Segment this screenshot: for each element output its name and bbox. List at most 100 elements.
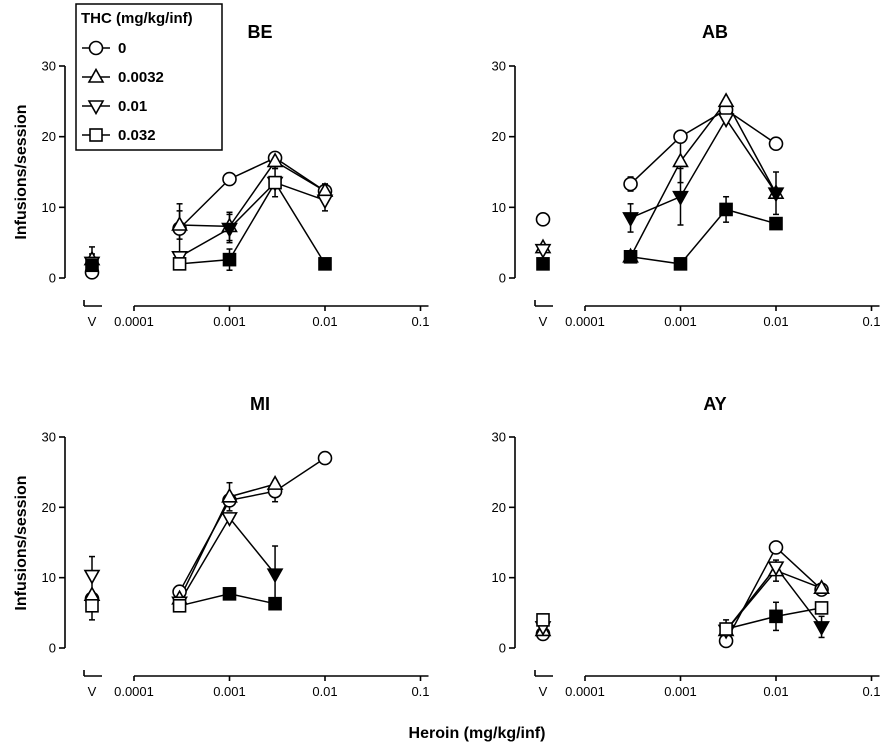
panel-title: BE [247,22,272,42]
marker-triangle-down [266,568,284,584]
marker-triangle-up [266,152,284,168]
marker-square [623,250,638,264]
vehicle-marker-triangle-down [83,569,101,585]
y-tick-label: 30 [42,430,56,445]
series-line-0 [178,457,326,593]
y-tick-label: 10 [492,200,506,215]
marker-circle [768,136,784,152]
x-tick-label: 0.001 [213,314,246,329]
series-line-0.0032 [179,160,326,228]
y-tick-label: 20 [42,500,56,515]
series-line-0.0032 [629,99,777,258]
x-tick-label: 0.0001 [114,314,154,329]
x-tick-label: 0.0001 [114,684,154,699]
y-tick-label: 20 [492,500,506,515]
legend-title: THC (mg/kg/inf) [81,10,193,27]
marker-triangle-up [717,92,735,108]
series-line-0 [179,157,326,230]
x-axis-title: Heroin (mg/kg/inf) [409,725,546,742]
marker-square [769,216,783,231]
y-tick-label: 10 [42,200,56,215]
panel-mi: MI 0 10 20 30 V 0.0001 0.001 0.01 0.1 [42,394,430,699]
vehicle-marker-square [536,613,550,627]
x-tick-label: 0.001 [664,684,697,699]
marker-square [769,609,783,624]
legend-label: 0.01 [118,98,147,115]
marker-triangle-up [266,474,284,490]
vehicle-marker-square [85,258,99,273]
x-tick-label: 0.01 [312,314,337,329]
x-tick-label: V [539,314,548,329]
x-tick-label: 0.0001 [565,684,605,699]
y-tick-label: 0 [499,641,506,656]
marker-triangle-down [221,222,238,238]
y-axis-title-bottom: Infusions/session [13,475,30,610]
vehicle-marker-square [85,598,99,613]
marker-square [719,622,733,636]
legend-label: 0.032 [118,127,156,144]
x-tick-label: 0.01 [763,314,788,329]
vehicle-marker-circle [535,212,551,227]
y-tick-label: 20 [42,129,56,144]
vehicle-marker-triangle-down [534,243,552,259]
x-tick-label: 0.1 [411,684,429,699]
panel-ay: AY 0 10 20 30 V 0.0001 0.001 0.01 0.1 [492,394,881,699]
legend-marker-square [89,128,103,142]
panel-title: AB [702,22,728,42]
marker-square [318,257,332,271]
marker-triangle-down [813,621,830,637]
legend-label: 0.0032 [118,69,164,86]
legend-marker-triangle-down [87,100,105,116]
y-tick-label: 10 [42,570,56,585]
x-tick-label: 0.01 [312,684,337,699]
x-tick-label: 0.01 [763,684,788,699]
series-line-0.01 [179,181,326,258]
marker-triangle-down [622,212,639,228]
vehicle-marker-square [536,257,550,271]
panels: BE 0 10 20 30 V 0.0001 0.001 0.01 0.1 AB 0 10 20 30 V 0.… [42,22,881,699]
marker-circle [768,540,784,555]
marker-triangle-up [221,487,238,503]
marker-square [172,257,187,271]
marker-triangle-down [316,194,334,210]
marker-triangle-up [813,579,830,595]
marker-triangle-up [171,215,188,231]
x-tick-label: 0.1 [862,684,880,699]
legend-marker-circle [88,40,104,56]
marker-square [719,202,733,217]
y-tick-label: 30 [492,59,506,74]
marker-triangle-down [717,113,735,129]
y-tick-label: 30 [492,430,506,445]
y-tick-label: 30 [42,59,56,74]
y-axis-title-top: Infusions/session [13,104,30,239]
series-line-0 [630,108,777,185]
y-tick-label: 0 [499,271,506,286]
marker-circle [623,176,638,192]
y-tick-label: 20 [492,129,506,144]
marker-circle [317,450,333,466]
marker-triangle-down [767,187,785,203]
y-tick-label: 0 [49,641,56,656]
x-tick-label: V [88,684,97,699]
y-tick-label: 0 [49,271,56,286]
marker-square [222,252,237,267]
marker-triangle-down [672,190,689,206]
legend: THC (mg/kg/inf) 0 0.0032 0.01 0.032 [75,3,223,151]
x-tick-label: 0.0001 [565,314,605,329]
panel-title: MI [250,394,270,414]
marker-square [268,596,282,611]
series-line-0.032 [630,208,777,265]
marker-square [222,587,237,601]
legend-label: 0 [118,40,126,57]
series-line-0.01 [630,117,777,219]
series-line-0.032 [179,181,326,265]
marker-square [268,175,282,190]
x-tick-label: 0.001 [664,314,697,329]
marker-triangle-up [672,152,689,168]
marker-square [814,601,829,615]
marker-circle [673,129,688,144]
x-tick-label: 0.001 [213,684,246,699]
x-tick-label: V [539,684,548,699]
x-tick-label: 0.1 [862,314,880,329]
